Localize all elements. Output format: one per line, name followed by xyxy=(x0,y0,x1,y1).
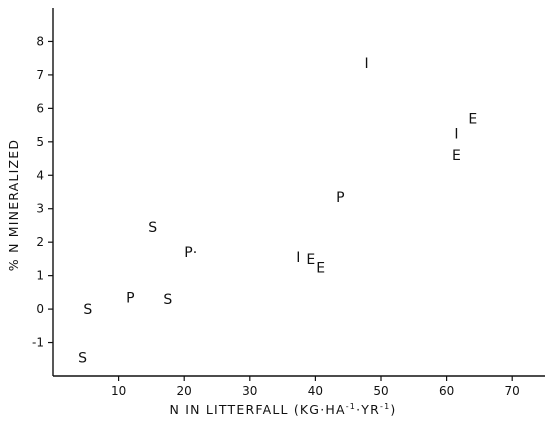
data-point-i: I xyxy=(296,250,300,266)
y-tick-label: 5 xyxy=(36,135,44,149)
data-point-e: E xyxy=(306,252,315,268)
y-tick-label: 8 xyxy=(36,34,44,48)
data-point-s: S xyxy=(83,302,92,318)
data-point-s: S xyxy=(163,292,172,308)
x-axis-title: N IN LITTERFALL (KG·HA-1·YR-1) xyxy=(170,402,397,417)
data-point-e: E xyxy=(316,260,325,276)
y-tick-label: 2 xyxy=(36,235,44,249)
data-point-e: E xyxy=(468,111,477,127)
data-point-p: P xyxy=(336,190,344,206)
y-axis: -1 0 1 2 3 4 5 6 7 8 xyxy=(32,8,54,376)
data-point-s: S xyxy=(78,351,87,367)
x-tick-label: 20 xyxy=(177,384,192,398)
data-point-i: I xyxy=(454,126,458,142)
x-axis: 10 20 30 40 50 60 70 xyxy=(53,375,545,398)
data-point-p: P· xyxy=(184,245,197,261)
x-tick-label: 40 xyxy=(308,384,323,398)
y-tick-label: 4 xyxy=(36,168,44,182)
x-axis-title-middle: ·YR xyxy=(356,402,380,417)
x-axis-title-suffix: ) xyxy=(390,402,396,417)
x-axis-title-superscript-2: -1 xyxy=(380,402,390,411)
data-point-s: S xyxy=(148,220,157,236)
y-tick-label: 1 xyxy=(36,269,44,283)
data-point-i: I xyxy=(364,56,368,72)
x-tick-label: 30 xyxy=(242,384,257,398)
x-tick-label: 10 xyxy=(111,384,126,398)
y-tick-label: -1 xyxy=(32,336,44,350)
x-tick-label: 70 xyxy=(505,384,520,398)
x-axis-title-superscript-1: -1 xyxy=(346,402,356,411)
y-tick-label: 0 xyxy=(36,302,44,316)
data-point-p: P xyxy=(126,290,134,306)
data-point-e: E xyxy=(452,148,461,164)
x-tick-label: 60 xyxy=(439,384,454,398)
x-axis-title-prefix: N IN LITTERFALL (KG·HA xyxy=(170,402,346,417)
y-axis-title: % N MINERALIZED xyxy=(6,139,21,271)
y-tick-label: 6 xyxy=(36,101,44,115)
x-tick-label: 50 xyxy=(373,384,388,398)
y-tick-label: 3 xyxy=(36,202,44,216)
y-tick-label: 7 xyxy=(36,68,44,82)
